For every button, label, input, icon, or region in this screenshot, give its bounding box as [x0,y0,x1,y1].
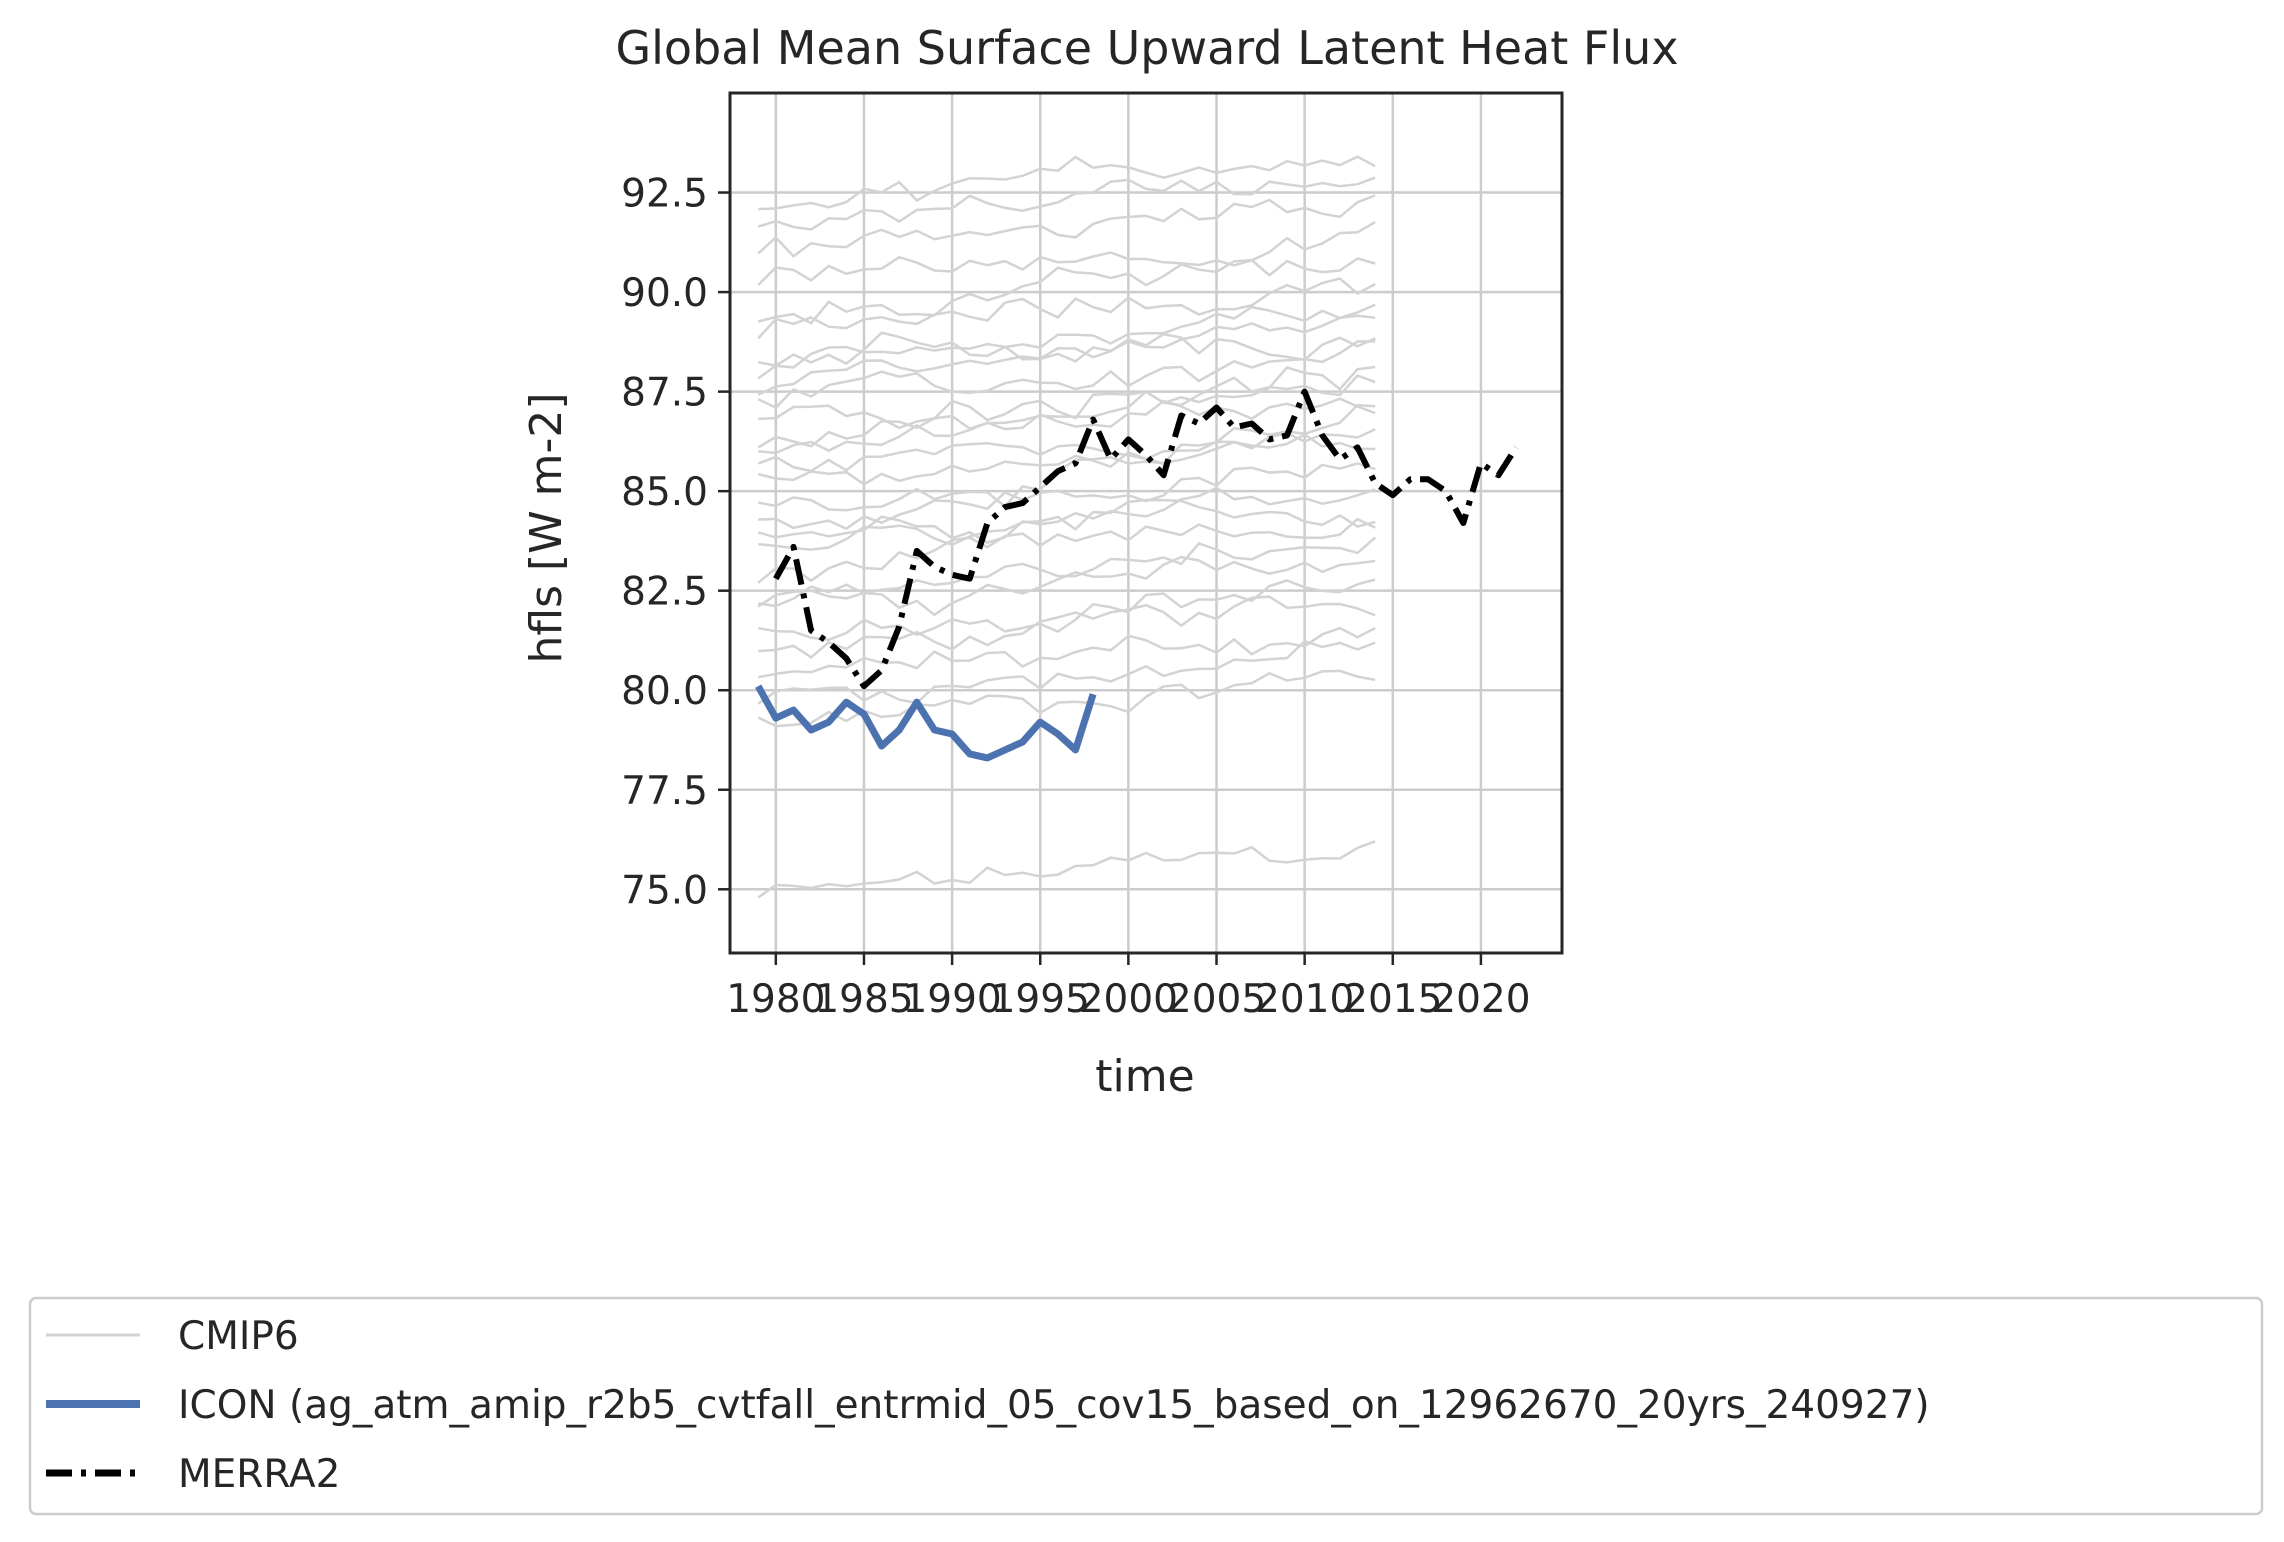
cmip6-line [757,669,1376,728]
cmip6-line [757,517,1376,584]
legend: CMIP6 ICON (ag_atm_amip_r2b5_cvtfall_ent… [28,1296,2264,1516]
grid [730,93,1562,953]
y-tick-label: 75.0 [621,868,708,913]
cmip6-lines [757,155,1377,899]
cmip6-line [758,397,1376,455]
main-lines [755,388,1519,762]
x-tick-label: 1995 [991,977,1090,1022]
legend-label-icon: ICON (ag_atm_amip_r2b5_cvtfall_entrmid_0… [178,1383,1930,1428]
y-tick-label: 77.5 [621,769,708,814]
x-tick-label: 2010 [1255,977,1354,1022]
x-tick-label: 1990 [902,977,1001,1022]
cmip6-line [757,221,1376,286]
y-tick-label: 85.0 [621,470,708,515]
cmip6-line [757,840,1376,899]
cmip6-line [757,277,1376,340]
cmip6-line [757,433,1376,512]
legend-box [28,1296,2264,1516]
cmip6-line [757,578,1376,642]
merra2-line [773,388,1519,690]
cmip6-line [757,374,1376,449]
x-axis-title: time [1095,1051,1194,1102]
chart-title: Global Mean Surface Upward Latent Heat F… [615,21,1678,75]
x-tick-label: 1985 [814,977,913,1022]
y-axis: 75.0 77.5 80.0 82.5 85.0 87.5 90.0 92.5 [621,172,730,913]
cmip6-line [758,498,1376,551]
cmip6-line [757,303,1376,368]
cmip6-line [758,365,1376,430]
y-tick-label: 82.5 [621,570,708,615]
cmip6-line [757,639,1376,705]
cmip6-line [758,595,1376,659]
x-tick-label: 2005 [1167,977,1266,1022]
plot-frame [728,91,1564,955]
cmip6-line [758,462,1376,531]
x-tick-label: 2015 [1343,977,1442,1022]
y-tick-label: 80.0 [621,669,708,714]
cmip6-line [757,403,1376,473]
y-tick-label: 92.5 [621,172,708,217]
y-axis-title: hfls [W m-2] [521,392,572,663]
x-tick-label: 2020 [1431,977,1530,1022]
icon-line [755,684,1097,762]
x-tick-label: 1980 [726,977,825,1022]
cmip6-line [757,340,1376,410]
x-tick-label: 2000 [1079,977,1178,1022]
legend-label-merra2: MERRA2 [178,1452,340,1497]
cmip6-line [757,176,1376,231]
y-tick-label: 87.5 [621,371,708,416]
cmip6-line [757,626,1376,679]
cmip6-line [757,486,1376,544]
cmip6-line [757,332,1376,396]
cmip6-line [757,194,1376,258]
legend-label-cmip6: CMIP6 [178,1314,299,1359]
cmip6-line [758,155,1376,211]
cmip6-line [757,536,1377,608]
y-tick-label: 90.0 [621,271,708,316]
cmip6-line [757,257,1376,325]
